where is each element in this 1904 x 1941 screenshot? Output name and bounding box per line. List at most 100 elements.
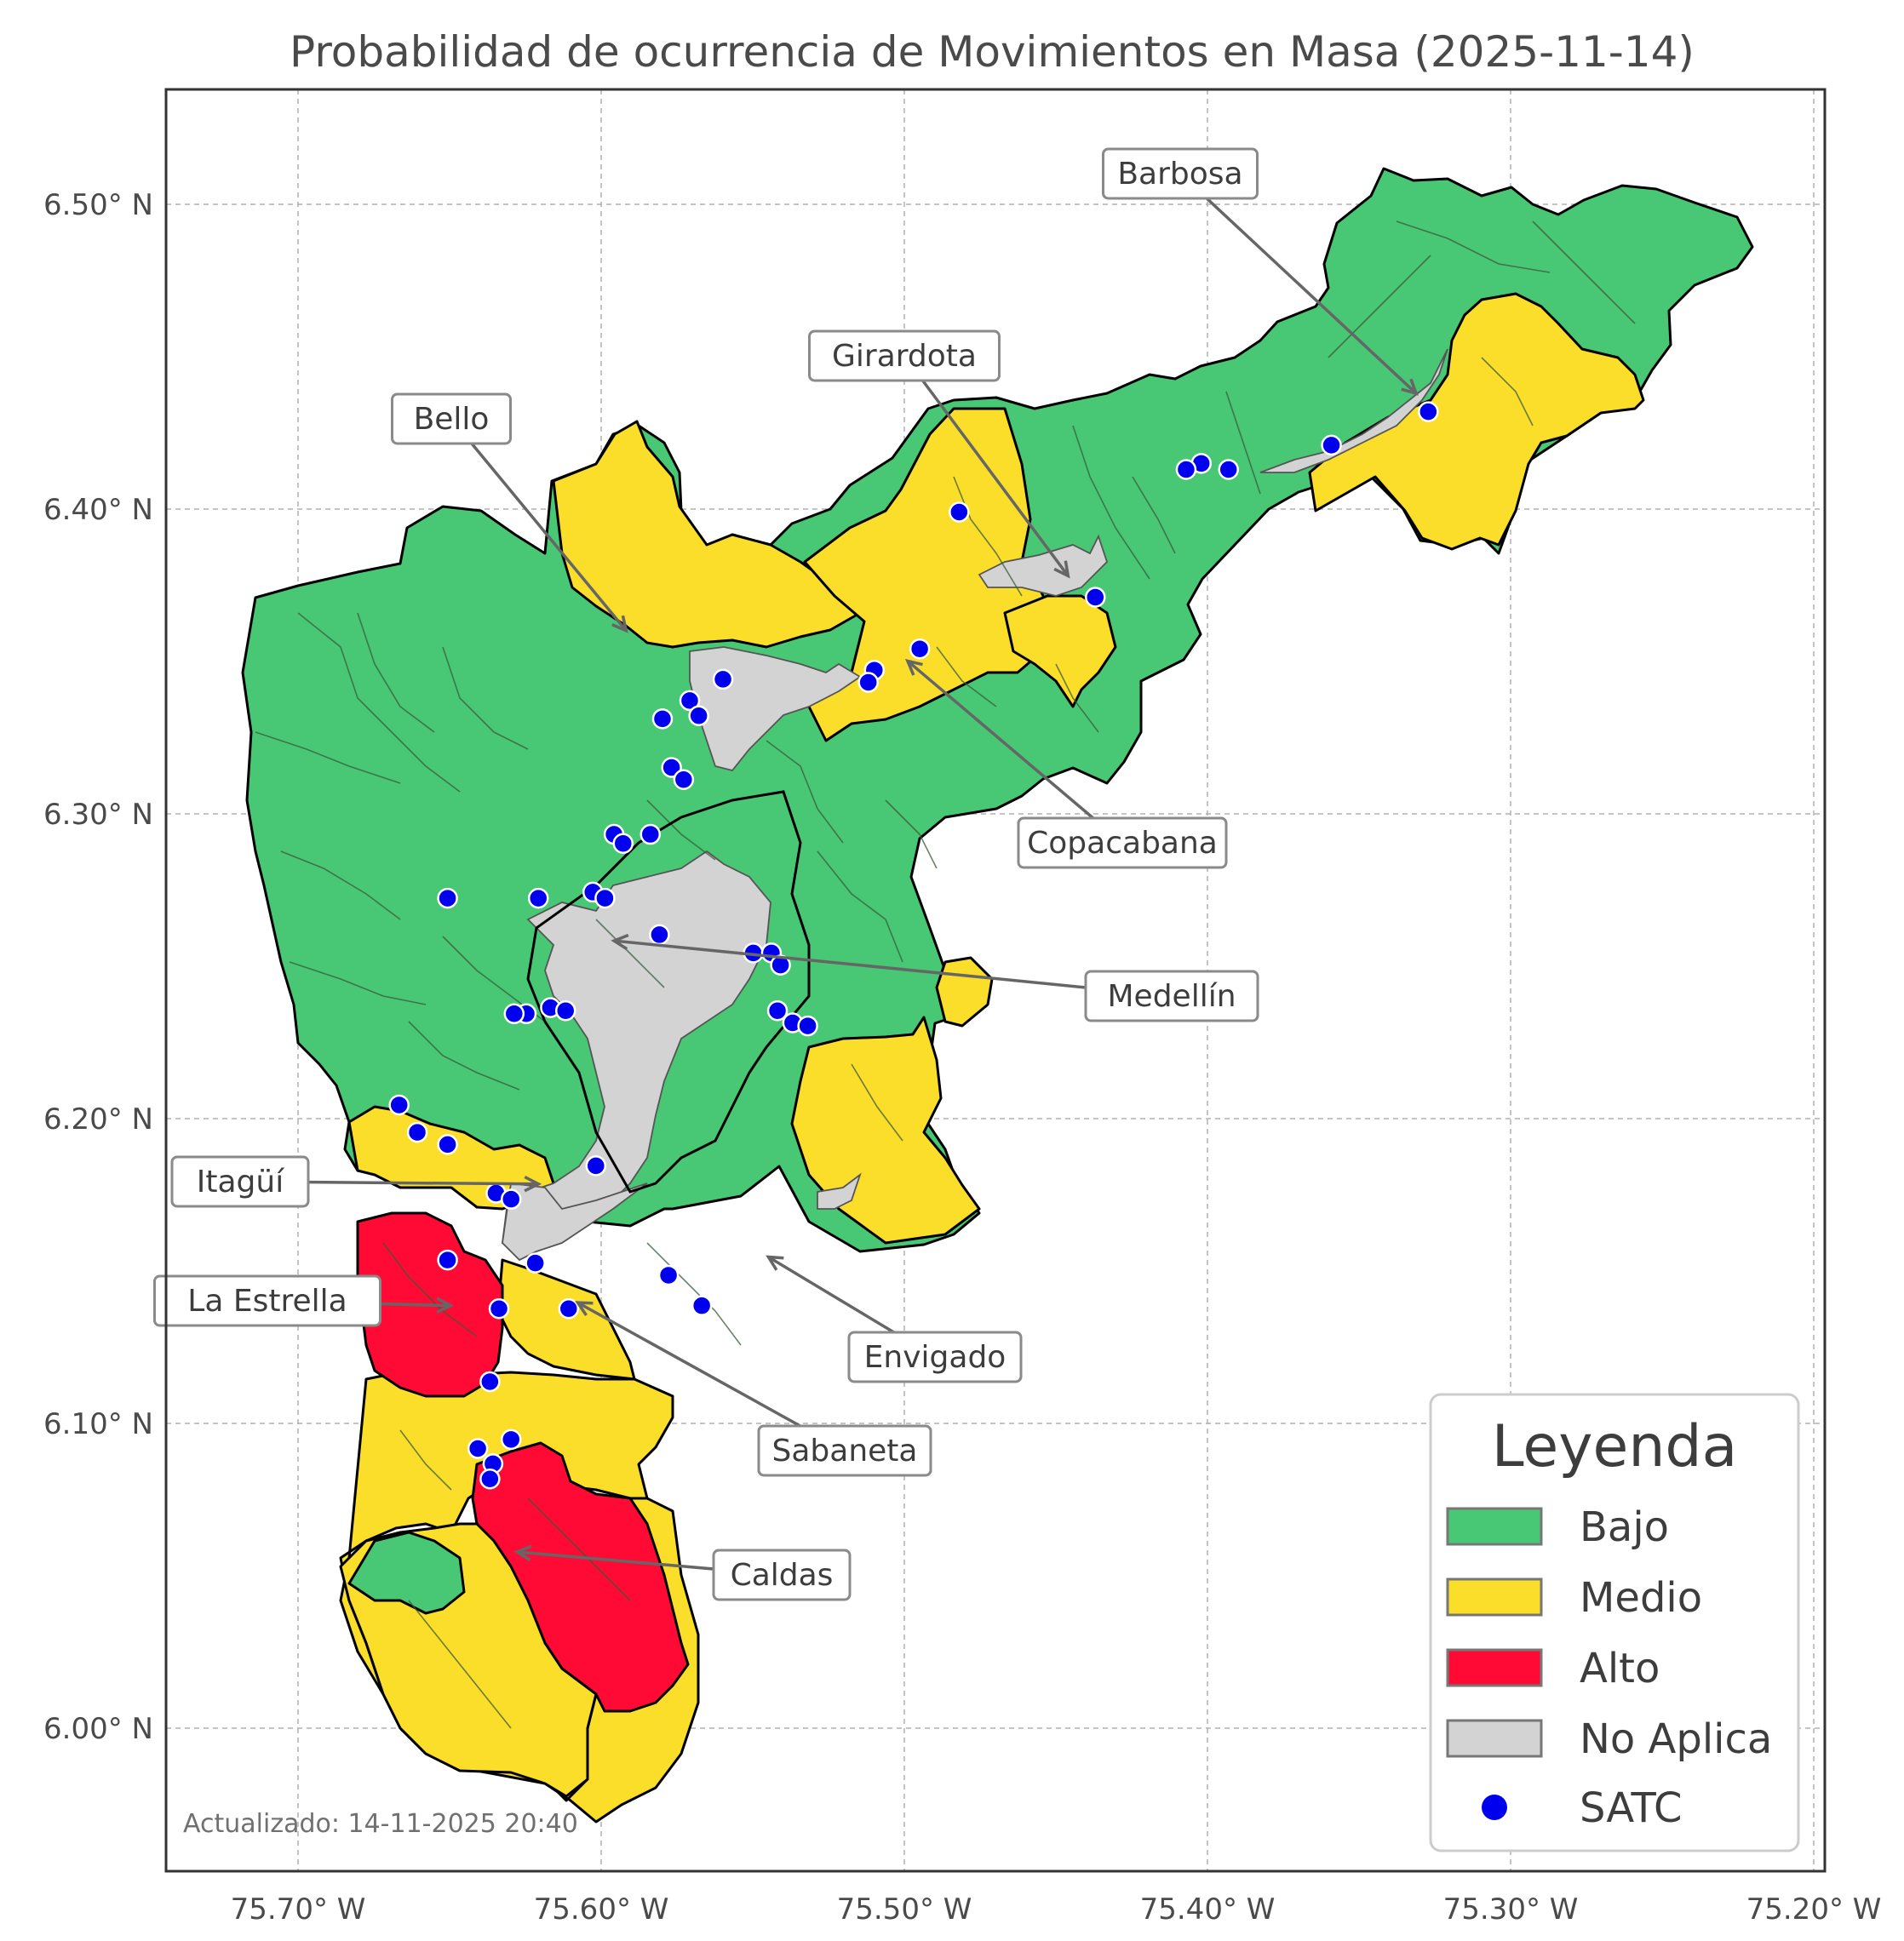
annotation-box: [1084, 970, 1259, 1022]
satc-station-marker: [673, 769, 695, 791]
medellin-urban-boundary: [526, 790, 811, 1194]
municipality-annotation: Envigado: [766, 1255, 1023, 1383]
satc-station-marker: [857, 672, 879, 693]
satc-station-marker: [388, 1094, 410, 1116]
annotation-arrowhead: [524, 1175, 542, 1193]
satc-station-marker: [437, 1249, 458, 1271]
annotation-box: [391, 392, 512, 445]
annotation-box: [757, 1424, 932, 1477]
annotation-arrow: [613, 939, 1173, 998]
satc-station-marker: [1218, 459, 1239, 480]
annotation-arrowhead: [513, 1544, 532, 1561]
annotation-box: [1102, 147, 1259, 200]
legend-label-bajo: Bajo: [1580, 1503, 1669, 1551]
y-tick-label: 6.10° N: [43, 1407, 153, 1441]
annotation-arrowhead: [575, 1301, 594, 1316]
y-tick-label: 6.50° N: [43, 188, 153, 222]
satc-station-marker: [554, 999, 576, 1022]
updated-timestamp: Actualizado: 14-11-2025 20:40: [183, 1809, 578, 1839]
satc-station-marker: [479, 1371, 501, 1393]
satc-station-marker: [406, 1121, 428, 1143]
legend-swatch-medio: [1446, 1577, 1543, 1617]
annotation-arrow: [906, 660, 1124, 845]
annotation-box: [153, 1274, 381, 1327]
satc-station-marker: [770, 954, 791, 976]
satc-station-marker: [500, 1429, 522, 1451]
satc-station-marker: [479, 1469, 501, 1490]
satc-station-marker: [1418, 401, 1439, 422]
satc-station-marker: [797, 1015, 818, 1037]
legend-label-satc: SATC: [1580, 1784, 1683, 1832]
annotation-arrowhead: [1053, 560, 1070, 579]
plot-frame: [164, 88, 1827, 1873]
municipality-annotation: Itagüí: [170, 1155, 542, 1208]
satc-station-marker: [639, 823, 662, 845]
y-tick-label: 6.40° N: [43, 493, 153, 527]
annotation-arrowhead: [611, 615, 628, 633]
satc-station-marker: [1175, 459, 1197, 480]
legend: Leyenda Bajo Medio Alto No Aplica SATC: [1429, 1393, 1800, 1852]
annotation-arrow: [1179, 172, 1418, 395]
legend-swatch-bajo: [1446, 1507, 1543, 1546]
satc-station-marker: [688, 705, 709, 727]
satc-station-marker: [503, 1003, 525, 1025]
risk-map: [241, 167, 1754, 1824]
x-tick-label: 75.70° W: [231, 1892, 366, 1927]
municipality-annotation: Copacabana: [904, 658, 1228, 869]
satc-station-marker: [679, 690, 701, 712]
annotation-arrowhead: [1401, 378, 1419, 396]
municipality-label: Girardota: [832, 339, 977, 374]
y-tick-label: 6.30° N: [43, 798, 153, 832]
satc-station-marker: [1085, 587, 1106, 608]
legend-label-alto: Alto: [1580, 1645, 1660, 1692]
annotation-box: [1017, 816, 1228, 869]
satc-station-marker: [558, 1297, 580, 1320]
x-tick-label: 75.50° W: [837, 1892, 972, 1927]
legend-marker-satc: [1482, 1795, 1507, 1820]
municipality-annotation: Caldas: [513, 1544, 852, 1601]
satc-station-marker: [661, 757, 682, 778]
zone-no-aplica-itagui: [502, 1182, 648, 1262]
municipality-label: Bello: [414, 402, 490, 437]
municipality-label: Itagüí: [197, 1165, 284, 1200]
satc-station-marker: [437, 1134, 458, 1155]
municipality-labels: Barbosa Girardota Bello Copacabana Medellín I…: [153, 147, 1419, 1601]
zone-medio-medellin-east: [935, 956, 994, 1028]
legend-label-medio: Medio: [1580, 1574, 1702, 1622]
annotation-arrowhead: [611, 933, 629, 951]
satc-station-marker: [612, 833, 634, 855]
annotation-box: [847, 1331, 1023, 1383]
zone-no-aplica-envigado-east: [817, 1172, 862, 1210]
zone-no-aplica-barbosa: [1259, 348, 1448, 473]
satc-station-marker: [649, 924, 670, 946]
satc-station-marker: [437, 887, 458, 909]
x-tick-labels: 75.70° W 75.60° W 75.50° W 75.40° W 75.3…: [231, 1892, 1882, 1927]
municipality-label: Barbosa: [1117, 157, 1242, 192]
annotation-arrowhead: [766, 1255, 784, 1271]
municipality-annotation: Girardota: [808, 329, 1070, 579]
annotation-box: [170, 1155, 310, 1208]
municipality-annotation: Sabaneta: [575, 1301, 932, 1477]
zone-bajo-caldas-west: [347, 1531, 466, 1615]
municipality-annotation: La Estrella: [153, 1274, 454, 1327]
satc-station-marker: [527, 887, 549, 909]
legend-label-no-aplica: No Aplica: [1580, 1715, 1772, 1763]
municipality-label: Envigado: [864, 1340, 1006, 1375]
annotation-box: [808, 329, 1001, 382]
x-tick-label: 75.40° W: [1140, 1892, 1276, 1927]
satc-station-marker: [467, 1438, 489, 1459]
satc-station-marker: [909, 638, 931, 660]
x-tick-label: 75.30° W: [1443, 1892, 1579, 1927]
satc-station-marker: [585, 1155, 607, 1177]
municipality-label: Caldas: [731, 1558, 834, 1593]
satc-station-marker: [691, 1295, 713, 1316]
annotation-box: [712, 1549, 852, 1601]
annotation-arrowhead: [904, 658, 923, 676]
municipality-annotation: Barbosa: [1102, 147, 1419, 396]
x-tick-label: 75.60° W: [534, 1892, 669, 1927]
satc-station-marker: [949, 501, 970, 523]
legend-swatch-alto: [1446, 1648, 1543, 1687]
map-title: Probabilidad de ocurrencia de Movimiento…: [290, 27, 1695, 77]
satc-station-marker: [712, 668, 734, 690]
satc-station-marker: [500, 1188, 522, 1210]
